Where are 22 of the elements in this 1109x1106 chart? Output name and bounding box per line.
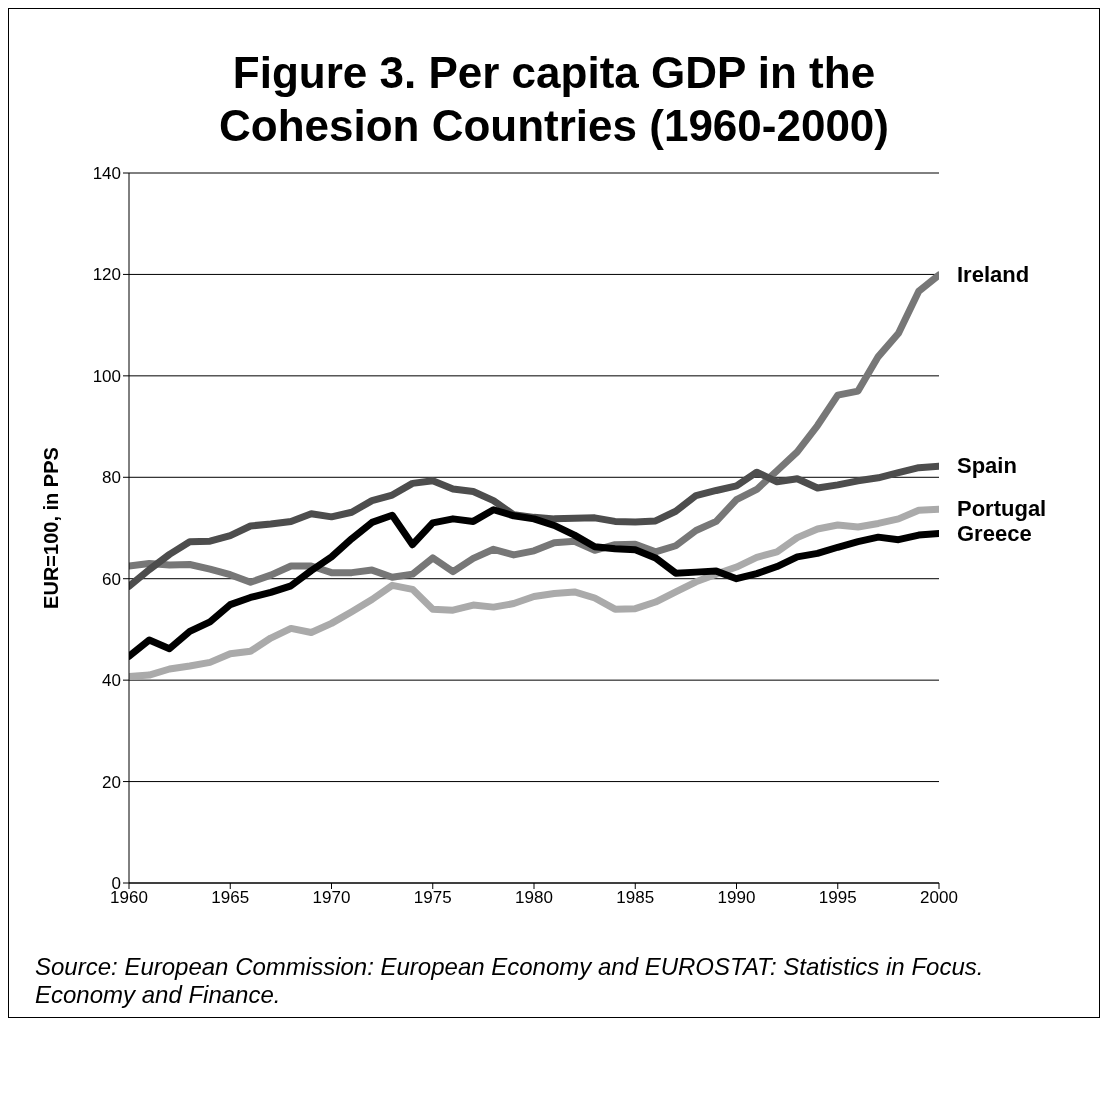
x-tick-label: 1995 — [818, 887, 857, 907]
y-tick-label: 40 — [102, 670, 121, 690]
y-tick-label: 120 — [92, 265, 121, 285]
x-tick-label: 1975 — [413, 887, 452, 907]
chart-title: Figure 3. Per capita GDP in the Cohesion Countries (1960-2000) — [218, 47, 890, 152]
source-note: Source: European Commission: European Economy and EUROSTAT: Statistics in Focus. Economy and Finance. — [34, 951, 985, 1010]
y-tick-label: 60 — [102, 569, 121, 589]
y-tick-label: 20 — [102, 772, 121, 792]
series-label: Greece — [957, 520, 1032, 546]
y-axis-title: EUR=100, in PPS — [40, 446, 63, 609]
x-tick-label: 1970 — [312, 887, 351, 907]
series-label: Spain — [957, 452, 1017, 478]
x-tick-label: 1965 — [211, 887, 250, 907]
x-tick-label: 1985 — [616, 887, 655, 907]
y-tick-label: 100 — [92, 366, 121, 386]
y-tick-label: 140 — [92, 163, 121, 183]
x-tick-label: 1980 — [515, 887, 553, 907]
series-label: Portugal — [957, 495, 1047, 521]
y-tick-label: 80 — [102, 467, 121, 487]
x-tick-label: 1990 — [717, 887, 756, 907]
x-tick-label: 2000 — [920, 887, 958, 907]
series-label: Ireland — [957, 261, 1030, 287]
